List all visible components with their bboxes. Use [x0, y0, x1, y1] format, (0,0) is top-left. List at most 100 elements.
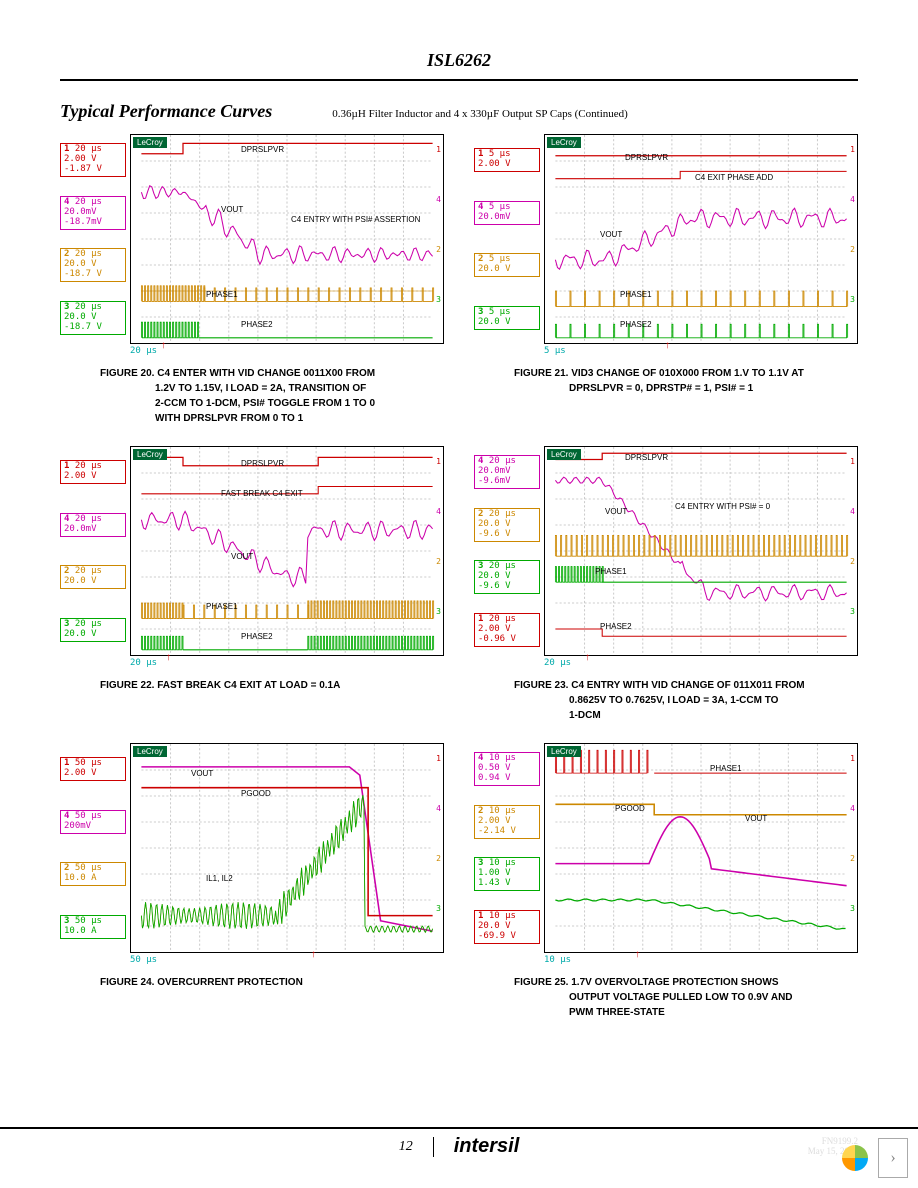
trigger-indicator: ↑ — [311, 949, 316, 960]
caption-line: FIGURE 20. C4 ENTER WITH VID CHANGE 0011… — [100, 366, 444, 381]
trace-annotation: VOUT — [605, 507, 627, 516]
caption-line: PWM THREE-STATE — [514, 1005, 858, 1020]
channel-label-ch1: 1 50 µs2.00 V — [60, 757, 126, 781]
channel-label-ch3: 3 20 µs20.0 V -18.7 V — [60, 301, 126, 335]
channel-label-ch4: 4 20 µs20.0mV — [60, 513, 126, 537]
scope-container: 1 20 µs2.00 V 4 20 µs20.0mV 2 20 µs20.0 V 3… — [60, 446, 444, 656]
next-page-button[interactable]: › — [878, 1138, 908, 1178]
corner-nav-widget: › — [840, 1138, 908, 1178]
part-number: ISL6262 — [427, 50, 491, 70]
trace-annotation: PHASE2 — [600, 622, 632, 631]
caption-line: 1-DCM — [514, 708, 858, 723]
page-footer: 12 intersil FN9199.2 May 15, 2006 — [0, 1127, 918, 1158]
trace-annotation: PHASE1 — [710, 764, 742, 773]
trace-annotation: DPRSLPVR — [625, 153, 668, 162]
trace-annotation: C4 EXIT PHASE ADD — [695, 173, 773, 182]
channel-label-ch1: 1 20 µs2.00 V -0.96 V — [474, 613, 540, 647]
scope-channel-labels: 1 5 µs2.00 V4 5 µs20.0mV2 5 µs20.0 V3 5 … — [474, 134, 544, 344]
figure-caption: FIGURE 25. 1.7V OVERVOLTAGE PROTECTION S… — [514, 975, 858, 1020]
figure-caption: FIGURE 23. C4 ENTRY WITH VID CHANGE OF 0… — [514, 678, 858, 723]
lecroy-badge: LeCroy — [547, 746, 581, 757]
channel-label-ch3: 3 10 µs1.00 V 1.43 V — [474, 857, 540, 891]
scope-screen: LeCroyDPRSLPVRVOUTC4 ENTRY WITH PSI# ASS… — [130, 134, 444, 344]
scope-channel-labels: 1 50 µs2.00 V4 50 µs200mV2 50 µs10.0 A3 … — [60, 743, 130, 953]
pinwheel-icon — [840, 1143, 870, 1173]
caption-line: 2-CCM TO 1-DCM, PSI# TOGGLE FROM 1 TO 0 — [100, 396, 444, 411]
trace-annotation: PHASE2 — [241, 320, 273, 329]
chart-fig24: 1 50 µs2.00 V4 50 µs200mV2 50 µs10.0 A3 … — [60, 743, 444, 1020]
channel-label-ch1: 1 5 µs2.00 V — [474, 148, 540, 172]
channel-label-ch1: 1 20 µs2.00 V — [60, 460, 126, 484]
caption-line: FIGURE 23. C4 ENTRY WITH VID CHANGE OF 0… — [514, 678, 858, 693]
chart-fig23: 4 20 µs20.0mV -9.6mV 2 20 µs20.0 V -9.6 V… — [474, 446, 858, 723]
scope-screen: LeCroyVOUTPGOODIL1, IL21423↑ — [130, 743, 444, 953]
channel-label-ch4: 4 50 µs200mV — [60, 810, 126, 834]
channel-label-ch2: 2 10 µs2.00 V -2.14 V — [474, 805, 540, 839]
chevron-right-icon: › — [890, 1149, 895, 1167]
chart-fig22: 1 20 µs2.00 V 4 20 µs20.0mV 2 20 µs20.0 V 3… — [60, 446, 444, 723]
charts-grid: 1 20 µs2.00 V -1.87 V4 20 µs20.0mV -18.7… — [60, 134, 858, 1020]
caption-line: FIGURE 25. 1.7V OVERVOLTAGE PROTECTION S… — [514, 975, 858, 990]
lecroy-badge: LeCroy — [547, 449, 581, 460]
channel-marker: 3 — [850, 295, 855, 304]
channel-marker: 1 — [436, 457, 441, 466]
chart-fig25: 4 10 µs0.50 V 0.94 V 2 10 µs2.00 V -2.14 … — [474, 743, 858, 1020]
scope-container: 4 20 µs20.0mV -9.6mV 2 20 µs20.0 V -9.6 V… — [474, 446, 858, 656]
channel-marker: 2 — [850, 245, 855, 254]
scope-screen: LeCroyDPRSLPVRFAST BREAK C4 EXITVOUTPHAS… — [130, 446, 444, 656]
figure-caption: FIGURE 20. C4 ENTER WITH VID CHANGE 0011… — [100, 366, 444, 426]
trace-annotation: VOUT — [221, 205, 243, 214]
channel-label-ch2: 2 20 µs20.0 V -9.6 V — [474, 508, 540, 542]
caption-line: FIGURE 22. FAST BREAK C4 EXIT AT LOAD = … — [100, 678, 444, 693]
trigger-indicator: ↑ — [585, 652, 590, 663]
channel-label-ch4: 4 10 µs0.50 V 0.94 V — [474, 752, 540, 786]
footer-divider — [433, 1137, 434, 1157]
channel-label-ch1: 1 10 µs20.0 V -69.9 V — [474, 910, 540, 944]
scope-container: 4 10 µs0.50 V 0.94 V 2 10 µs2.00 V -2.14 … — [474, 743, 858, 953]
trace-annotation: DPRSLPVR — [625, 453, 668, 462]
channel-marker: 4 — [850, 195, 855, 204]
channel-marker: 2 — [850, 854, 855, 863]
chart-fig21: 1 5 µs2.00 V4 5 µs20.0mV2 5 µs20.0 V3 5 … — [474, 134, 858, 426]
scope-screen: LeCroy DPRSLPVR VOUT C4 ENTRY WITH PSI# = 0… — [544, 446, 858, 656]
channel-marker: 2 — [436, 557, 441, 566]
company-logo: intersil — [454, 1135, 520, 1158]
channel-marker: 1 — [850, 754, 855, 763]
page-header: ISL6262 — [60, 50, 858, 81]
channel-marker: 4 — [436, 507, 441, 516]
scope-container: 1 5 µs2.00 V4 5 µs20.0mV2 5 µs20.0 V3 5 … — [474, 134, 858, 344]
trace-annotation: VOUT — [600, 230, 622, 239]
channel-label-ch2: 2 20 µs20.0 V — [60, 565, 126, 589]
channel-label-ch3: 3 20 µs20.0 V -9.6 V — [474, 560, 540, 594]
page-number: 12 — [399, 1139, 413, 1155]
channel-marker: 1 — [850, 145, 855, 154]
trace-annotation: VOUT — [191, 769, 213, 778]
figure-caption: FIGURE 22. FAST BREAK C4 EXIT AT LOAD = … — [100, 678, 444, 693]
timebase-label: 20 µs — [130, 346, 444, 356]
channel-label-ch3: 3 20 µs20.0 V — [60, 618, 126, 642]
channel-label-ch2: 2 20 µs20.0 V -18.7 V — [60, 248, 126, 282]
channel-marker: 3 — [436, 904, 441, 913]
trace-annotation: VOUT — [745, 814, 767, 823]
channel-marker: 4 — [850, 507, 855, 516]
lecroy-badge: LeCroy — [547, 137, 581, 148]
trace-annotation: PGOOD — [241, 789, 271, 798]
timebase-label: 5 µs — [544, 346, 858, 356]
trace-annotation: PHASE1 — [595, 567, 627, 576]
figure-caption: FIGURE 24. OVERCURRENT PROTECTION — [100, 975, 444, 990]
channel-label-ch4: 4 20 µs20.0mV -9.6mV — [474, 455, 540, 489]
trace-annotation: C4 ENTRY WITH PSI# = 0 — [675, 502, 770, 511]
trace-annotation: VOUT — [231, 552, 253, 561]
channel-marker: 4 — [436, 804, 441, 813]
channel-marker: 4 — [850, 804, 855, 813]
channel-marker: 2 — [436, 854, 441, 863]
caption-line: FIGURE 24. OVERCURRENT PROTECTION — [100, 975, 444, 990]
lecroy-badge: LeCroy — [133, 746, 167, 757]
channel-label-ch3: 3 5 µs20.0 V — [474, 306, 540, 330]
lecroy-badge: LeCroy — [133, 449, 167, 460]
timebase-label: 20 µs — [544, 658, 858, 668]
timebase-label: 10 µs — [544, 955, 858, 965]
caption-line: WITH DPRSLPVR FROM 0 TO 1 — [100, 411, 444, 426]
channel-marker: 1 — [436, 145, 441, 154]
scope-screen: LeCroyPHASE1PGOODVOUT1423↑ — [544, 743, 858, 953]
